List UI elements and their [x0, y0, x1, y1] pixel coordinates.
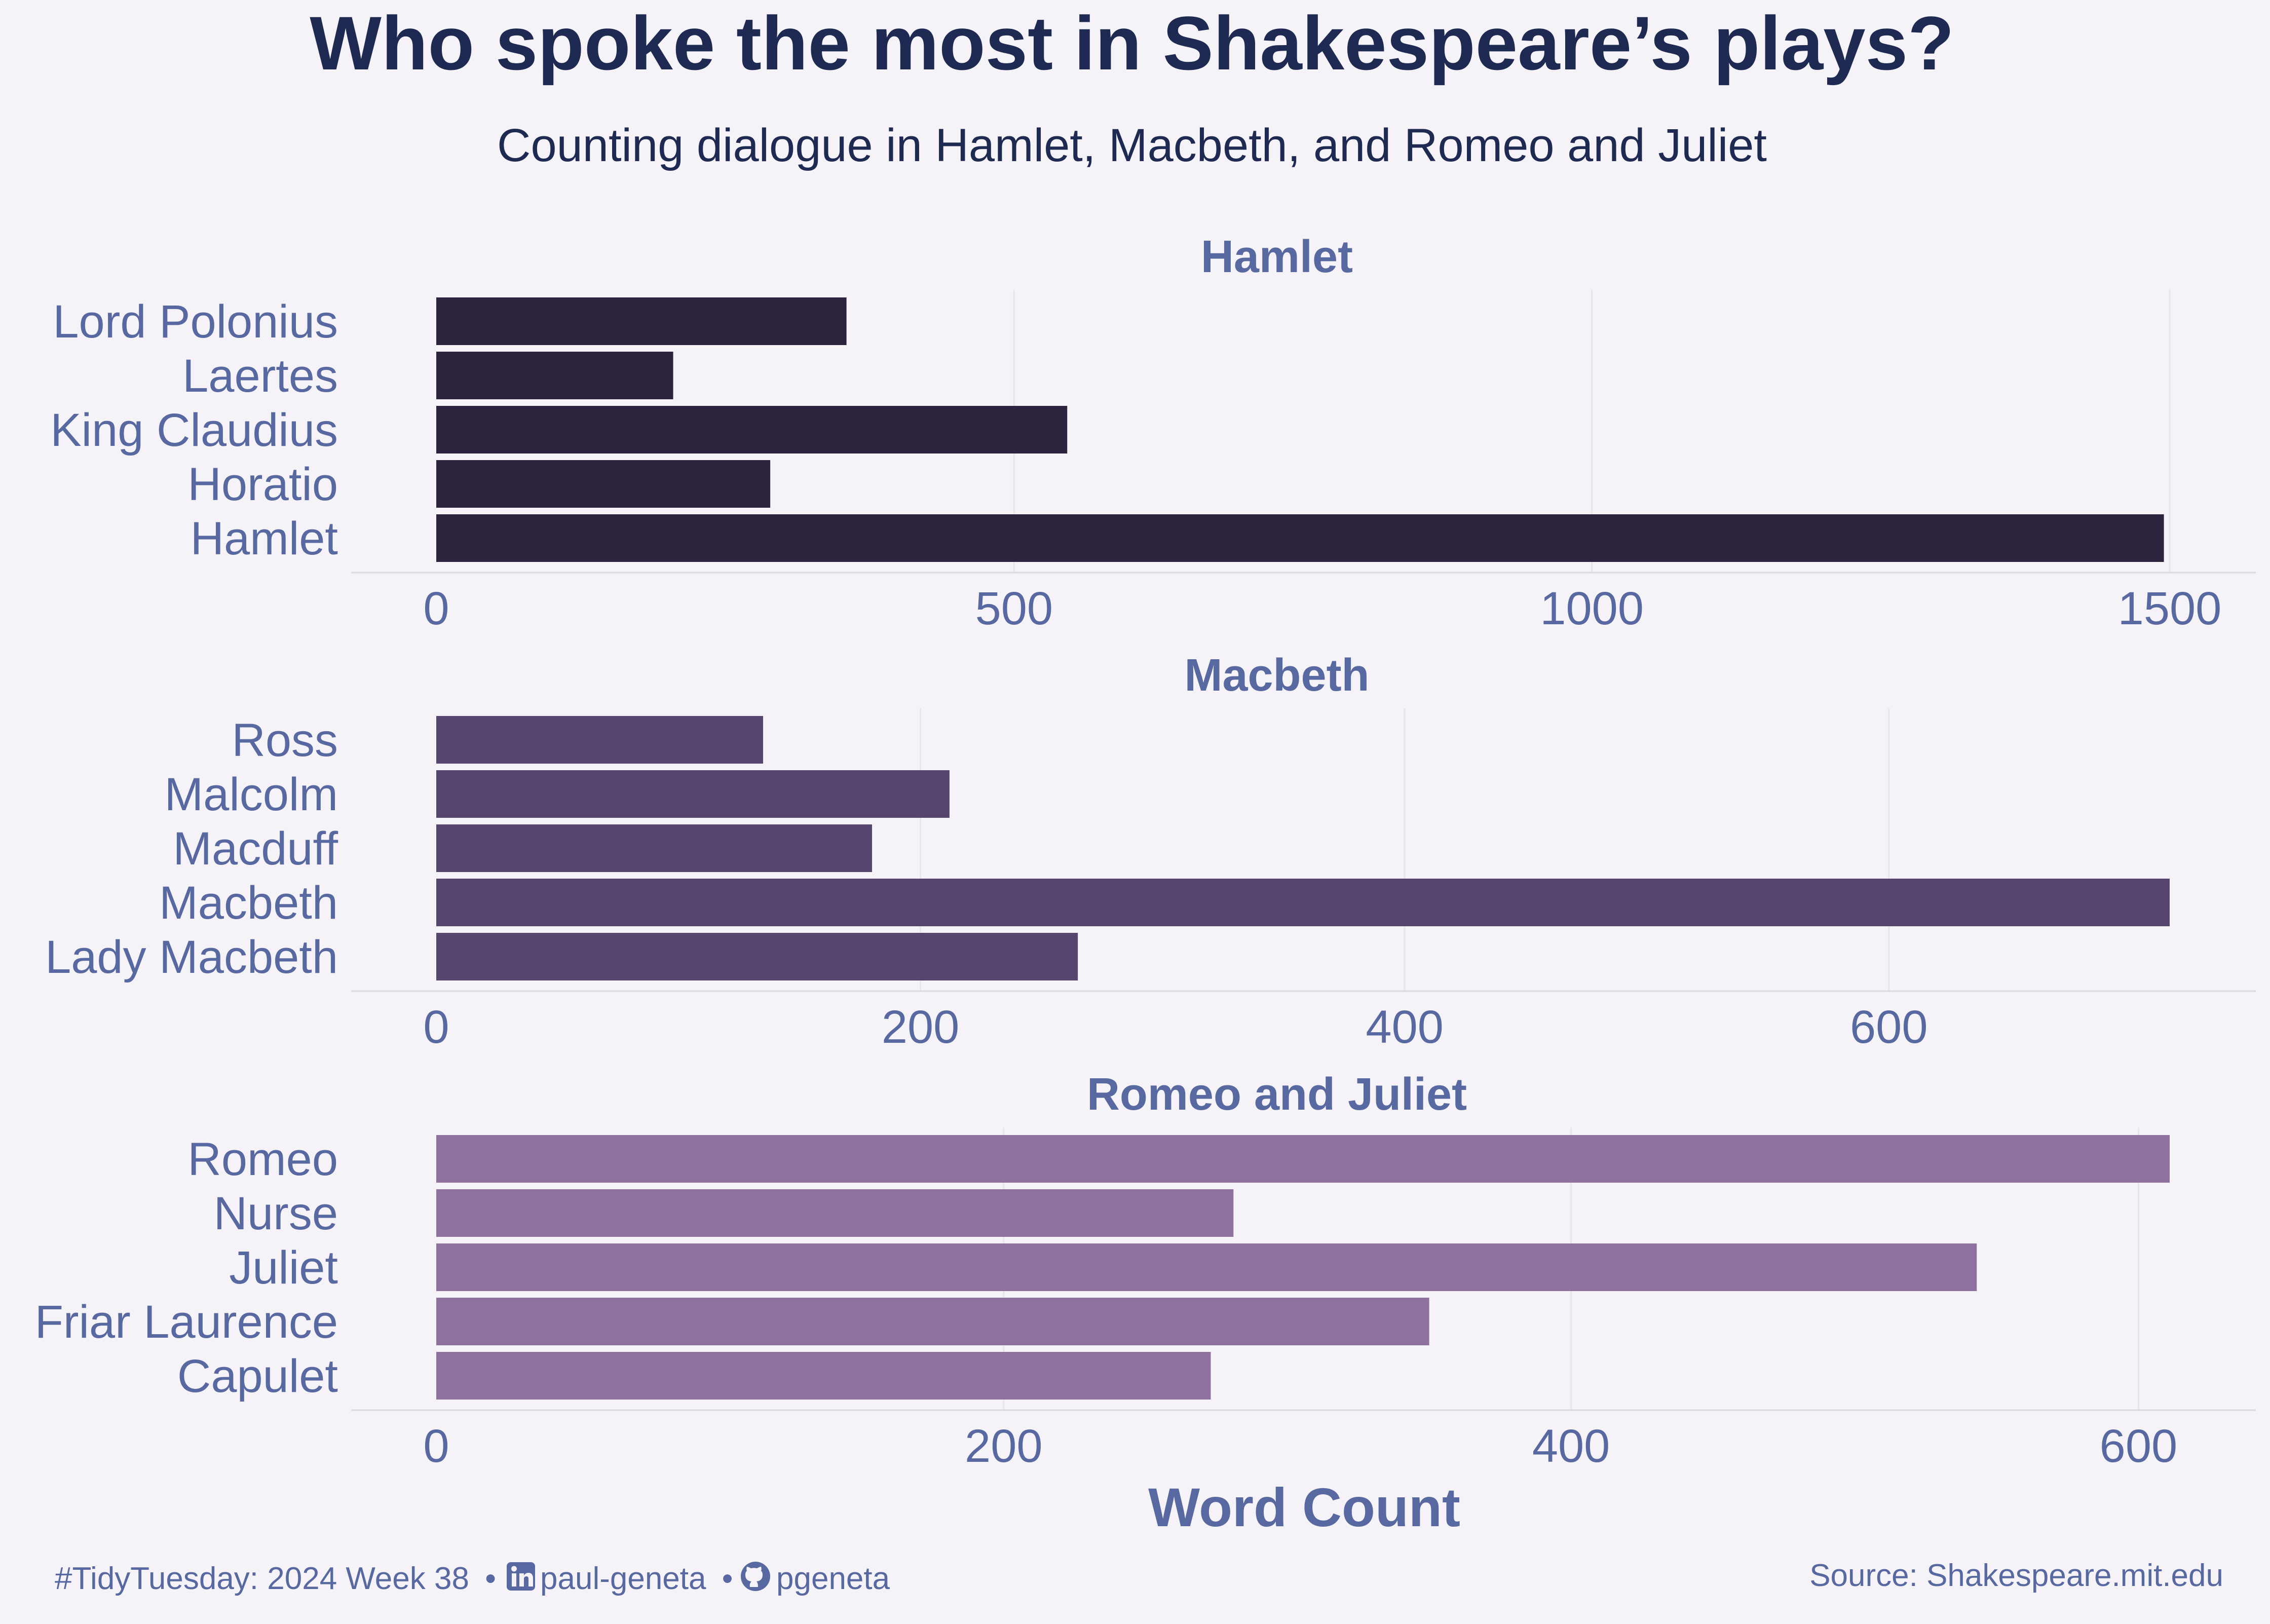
tick-label: 1000	[1540, 583, 1644, 634]
caption-separator-2: •	[722, 1561, 733, 1596]
category-label: Romeo	[187, 1134, 338, 1185]
facet-title: Hamlet	[1201, 232, 1353, 282]
bar-juliet	[436, 1243, 1977, 1291]
category-label: Malcolm	[165, 769, 338, 820]
category-label: Nurse	[214, 1188, 338, 1239]
caption-left: #TidyTuesday: 2024 Week 38 • paul-geneta…	[55, 1561, 890, 1596]
tick-label: 500	[975, 583, 1053, 634]
category-label: Macbeth	[159, 877, 338, 929]
bar-macbeth	[436, 879, 2170, 926]
bar-malcolm	[436, 770, 950, 818]
tick-label: 400	[1532, 1420, 1610, 1472]
tick-label: 0	[423, 1001, 449, 1053]
caption-right: Source: Shakespeare.mit.edu	[1809, 1558, 2223, 1593]
category-label: Lady Macbeth	[45, 931, 338, 983]
tick-label: 200	[965, 1420, 1043, 1472]
chart-subtitle: Counting dialogue in Hamlet, Macbeth, an…	[497, 120, 1767, 171]
tick-label: 400	[1366, 1001, 1444, 1053]
bar-capulet	[436, 1352, 1211, 1400]
caption-separator: •	[485, 1561, 496, 1596]
caption-github: pgeneta	[776, 1561, 890, 1596]
category-label: Capulet	[177, 1350, 338, 1402]
bar-lord-polonius	[436, 297, 847, 345]
category-label: Friar Laurence	[35, 1296, 338, 1348]
bar-romeo	[436, 1135, 2170, 1183]
chart-title: Who spoke the most in Shakespeare’s play…	[310, 1, 1954, 86]
tick-label: 1500	[2118, 583, 2222, 634]
bar-ross	[436, 716, 764, 764]
linkedin-icon	[507, 1562, 535, 1591]
tick-label: 0	[423, 1420, 449, 1472]
category-label: Juliet	[229, 1242, 338, 1294]
category-label: Macduff	[173, 823, 338, 875]
bar-nurse	[436, 1189, 1234, 1237]
bar-king-claudius	[436, 406, 1068, 454]
category-label: Lord Polonius	[53, 296, 338, 348]
category-label: King Claudius	[50, 404, 338, 456]
svg-text:#TidyTuesday: 2024 Week 38: #TidyTuesday: 2024 Week 38 •	[55, 1561, 496, 1596]
category-label: Hamlet	[191, 513, 338, 564]
svg-text:paul-geneta •: paul-geneta •	[540, 1561, 733, 1596]
bar-horatio	[436, 460, 771, 508]
facet-title: Romeo and Juliet	[1087, 1069, 1467, 1120]
tick-label: 600	[2100, 1420, 2178, 1472]
category-label: Horatio	[187, 459, 338, 510]
tick-label: 600	[1850, 1001, 1928, 1053]
caption-linkedin: paul-geneta	[540, 1561, 706, 1596]
bar-laertes	[436, 352, 673, 399]
caption-tag: #TidyTuesday: 2024 Week 38	[55, 1561, 469, 1596]
github-icon	[741, 1562, 770, 1591]
tick-label: 200	[882, 1001, 960, 1053]
tick-label: 0	[423, 583, 449, 634]
x-axis-title: Word Count	[1148, 1477, 1460, 1538]
category-label: Ross	[232, 714, 338, 766]
category-label: Laertes	[182, 350, 338, 402]
facet-title: Macbeth	[1184, 650, 1369, 701]
bar-hamlet	[436, 514, 2164, 562]
bar-macduff	[436, 824, 873, 872]
bar-friar-laurence	[436, 1298, 1429, 1345]
bar-lady-macbeth	[436, 933, 1078, 980]
